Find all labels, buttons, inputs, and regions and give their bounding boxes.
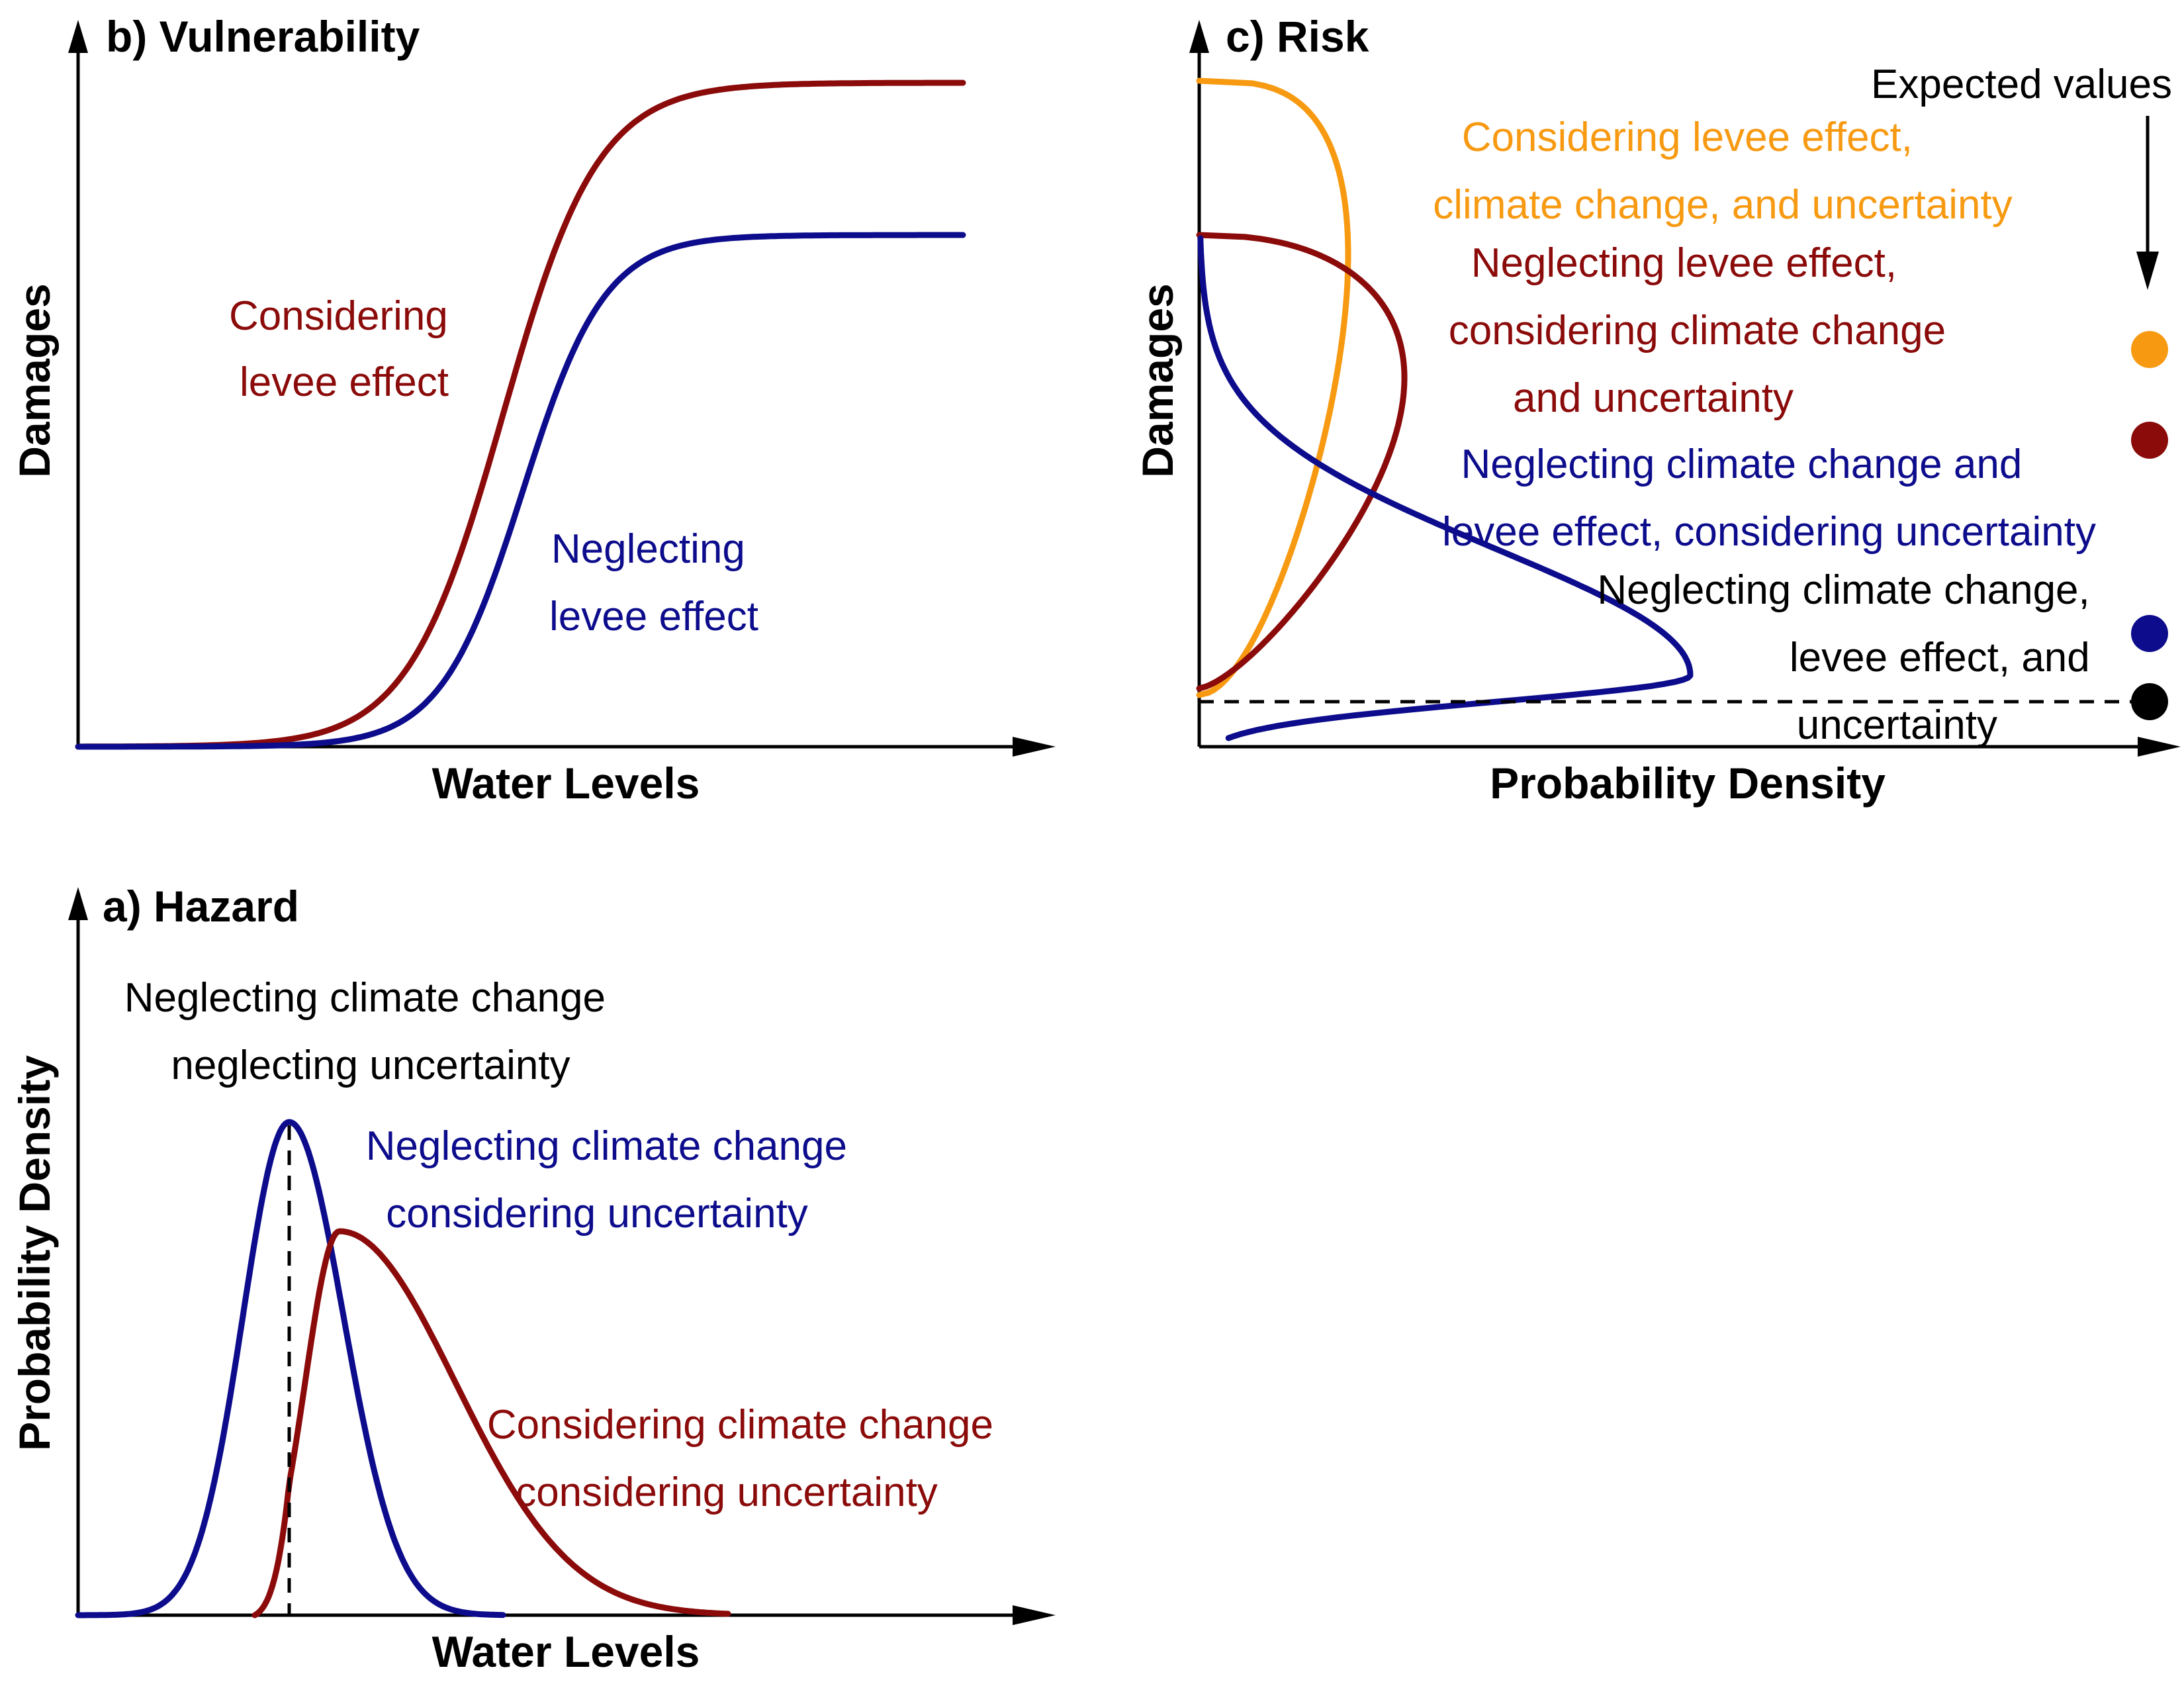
hazard-black-label-line: neglecting uncertainty [171,1043,570,1088]
expected-value-orange-dot [2131,331,2168,368]
expected-value-red-dot [2131,422,2168,459]
hazard-red-label: Considering climate change considering u… [487,1402,1005,1515]
risk-red-label-line: Neglecting levee effect, [1471,240,1897,286]
risk-neglecting-levee-curve [1196,232,1408,692]
hazard-black-label-line: Neglecting climate change [124,975,606,1021]
risk-blue-label-line: levee effect, considering uncertainty [1442,509,2096,555]
vulnerability-title: b) Vulnerability [106,12,420,61]
hazard-blue-label-line: considering uncertainty [386,1191,808,1237]
hazard-y-label: Probability Density [10,1055,59,1451]
hazard-blue-label: Neglecting climate change considering un… [366,1123,858,1237]
panel-vulnerability: b) Vulnerability Water Levels Damages Co… [10,12,1056,808]
hazard-x-label: Water Levels [432,1627,700,1676]
vulnerability-x-arrow [1013,737,1056,757]
hazard-red-label-line: considering uncertainty [516,1470,938,1515]
risk-blue-label-line: Neglecting climate change and [1461,442,2022,487]
hazard-blue-label-line: Neglecting climate change [366,1123,847,1169]
panel-hazard: a) Hazard Water Levels Probability Densi… [10,882,1056,1676]
risk-considering-all-curve [1196,77,1351,698]
hazard-x-arrow [1013,1605,1056,1625]
expected-values-arrowhead [2136,252,2159,290]
risk-blue-label: Neglecting climate change and levee effe… [1442,442,2096,555]
risk-black-label-line: levee effect, and [1790,635,2090,680]
risk-red-label-line: and uncertainty [1513,375,1794,421]
expected-value-blue-dot [2131,615,2168,652]
risk-black-label-line: uncertainty [1797,702,1997,748]
hazard-y-arrow [68,887,88,920]
risk-title: c) Risk [1226,12,1369,61]
risk-orange-label-line: Considering levee effect, [1462,115,1913,160]
neglecting-levee-label: Neglecting levee effect [549,526,758,639]
risk-x-label: Probability Density [1490,759,1886,808]
risk-red-label-line: considering climate change [1449,308,1946,353]
hazard-black-label: Neglecting climate change neglecting unc… [124,975,617,1088]
expected-value-black-dot [2131,683,2168,720]
hazard-neglecting-climate-curve [75,1119,506,1618]
risk-red-label: Neglecting levee effect, considering cli… [1449,240,1958,421]
risk-orange-label: Considering levee effect, climate change… [1433,115,2012,228]
hazard-considering-climate-curve [251,1228,731,1618]
risk-black-label-line: Neglecting climate change, [1597,567,2089,613]
neglecting-levee-label-line: Neglecting [551,526,745,572]
neglecting-levee-label-line: levee effect [549,594,758,639]
considering-levee-damage-curve [75,79,966,750]
considering-levee-label-line: levee effect [240,359,449,405]
vulnerability-x-label: Water Levels [432,759,700,808]
hazard-red-label-line: Considering climate change [487,1402,993,1448]
considering-levee-label-line: Considering [229,293,448,339]
vulnerability-y-arrow [68,20,88,53]
vulnerability-y-label: Damages [10,283,59,478]
neglecting-levee-damage-curve [75,232,966,750]
considering-levee-label: Considering levee effect [229,293,459,405]
hazard-title: a) Hazard [103,882,299,931]
risk-orange-label-line: climate change, and uncertainty [1433,182,2012,228]
risk-black-label: Neglecting climate change, levee effect,… [1597,567,2101,748]
expected-values-title: Expected values [1871,62,2172,107]
panel-risk: c) Risk Probability Density Damages Expe… [1133,12,2181,808]
risk-x-arrow [2138,737,2181,757]
risk-y-arrow [1189,20,1209,53]
risk-y-label: Damages [1133,283,1182,478]
risk-neglecting-climate-levee-curve [1197,235,1694,741]
